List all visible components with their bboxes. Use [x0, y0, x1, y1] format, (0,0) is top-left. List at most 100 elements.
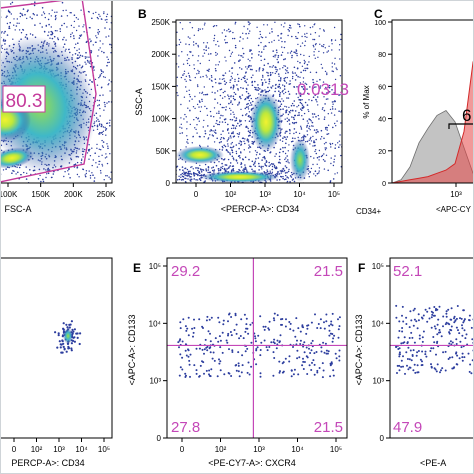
panel-a-event-dot	[101, 145, 104, 147]
panel-a-event-dot	[103, 51, 105, 54]
panel-b-event-dot	[331, 70, 333, 72]
panel-b-event-dot	[300, 205, 302, 207]
panel-e: E 29.2 21.5 27.8 21.5 0 10² 10³ 10⁴ 10⁵ 010³…	[127, 257, 348, 468]
panel-b-event-dot	[254, 165, 256, 168]
panel-b-event-dot	[324, 103, 326, 105]
panel-b-event-dot	[237, 89, 239, 91]
panel-b-event-dot	[242, 87, 244, 90]
panel-b-event-dot	[320, 155, 323, 158]
panel-b-event-dot	[250, 190, 252, 192]
panel-b-event-dot	[284, 91, 287, 94]
panel-a-event-dot	[95, 11, 97, 14]
panel-e-event-dot	[310, 321, 313, 324]
panel-b-event-dot	[277, 170, 279, 173]
panel-b-event-dot	[263, 24, 265, 26]
panel-b-y-tick-label: 50K	[156, 147, 171, 156]
panel-b-event-dot	[247, 92, 250, 95]
panel-d-density-region	[63, 328, 73, 344]
panel-b-event-dot	[196, 103, 199, 106]
panel-d: 0 10² 10³ 10⁴ 10⁵ PERCP-A>: CD34	[0, 257, 113, 468]
panel-e-event-dot	[181, 368, 184, 371]
panel-f-event-dot	[416, 364, 419, 367]
panel-f-event-dot	[465, 333, 468, 336]
panel-a-event-dot	[29, 16, 31, 18]
panel-f-q-upper-left: 52.1	[393, 263, 422, 280]
panel-f-event-dot	[426, 310, 429, 313]
panel-b-event-dot	[318, 50, 320, 53]
panel-b-event-dot	[323, 30, 325, 32]
panel-b-event-dot	[301, 115, 303, 117]
panel-b-event-dot	[249, 145, 251, 148]
panel-e-event-dot	[228, 348, 230, 351]
panel-e-event-dot	[205, 319, 208, 322]
panel-b-event-dot	[227, 158, 230, 161]
panel-b-event-dot	[216, 90, 219, 92]
panel-b-event-dot	[195, 179, 197, 181]
panel-e-event-dot	[262, 325, 265, 328]
panel-b-event-dot	[116, 177, 118, 179]
panel-b-x-tick-label: 10³	[259, 190, 271, 199]
panel-a-event-dot	[81, 158, 83, 160]
panel-e-event-dot	[217, 340, 220, 343]
panel-b-event-dot	[255, 194, 257, 196]
panel-e-event-dot	[302, 360, 305, 363]
panel-b-event-dot	[207, 125, 209, 127]
panel-b-event-dot	[240, 97, 242, 100]
panel-b-event-dot	[227, 28, 230, 31]
panel-b-event-dot	[231, 155, 234, 158]
panel-b-event-dot	[187, 72, 190, 75]
panel-a-event-dot	[101, 165, 104, 167]
panel-b-event-dot	[242, 169, 244, 171]
panel-b-event-dot	[181, 51, 183, 53]
panel-b-event-dot	[291, 77, 294, 80]
panel-a-event-dot	[45, 25, 48, 27]
panel-c-bracket-gate	[448, 123, 474, 129]
panel-f-event-dot	[449, 318, 452, 321]
panel-b-event-dot	[224, 72, 227, 74]
panel-b-event-dot	[239, 157, 241, 159]
panel-e-event-dot	[331, 312, 334, 315]
panel-a-event-dot	[9, 3, 12, 5]
panel-b-event-dot	[283, 77, 286, 80]
panel-b-event-dot	[290, 50, 293, 53]
panel-a-x-tick-label: 200K	[64, 190, 83, 199]
panel-e-event-dot	[310, 369, 313, 371]
panel-f-event-dot	[408, 358, 411, 361]
panel-f-event-dot	[398, 330, 401, 332]
panel-b-event-dot	[224, 96, 226, 98]
panel-b-event-dot	[280, 37, 282, 39]
panel-e-event-dot	[328, 324, 331, 327]
panel-e-event-dot	[263, 328, 266, 331]
panel-f-event-dot	[449, 328, 452, 331]
panel-b-event-dot	[205, 168, 207, 170]
panel-a-event-dot	[82, 26, 84, 28]
panel-b-event-dot	[202, 75, 204, 78]
panel-b-event-dot	[211, 167, 213, 169]
panel-e-event-dot	[193, 318, 195, 321]
panel-b-event-dot	[248, 158, 250, 161]
panel-a-event-dot	[101, 139, 103, 142]
panel-b-event-dot	[258, 169, 260, 171]
panel-b-event-dot	[237, 136, 240, 138]
panel-b-event-dot	[176, 31, 178, 33]
panel-b-event-dot	[319, 85, 322, 87]
panel-b-event-dot	[280, 176, 283, 178]
panel-a-event-dot	[87, 61, 89, 63]
panel-b-event-dot	[133, 175, 135, 177]
panel-b-event-dot	[214, 68, 217, 70]
panel-b-event-dot	[327, 133, 330, 135]
panel-b-event-dot	[231, 165, 234, 168]
panel-a-event-dot	[105, 15, 108, 18]
panel-b-event-dot	[181, 172, 184, 175]
panel-b-event-dot	[186, 62, 189, 65]
panel-b-event-dot	[224, 164, 227, 166]
panel-f-event-dot	[436, 333, 439, 336]
panel-b-event-dot	[238, 77, 240, 80]
panel-e-event-dot	[237, 364, 240, 367]
panel-e-event-dot	[250, 341, 253, 344]
panel-b-event-dot	[228, 95, 230, 98]
panel-e-event-dot	[214, 337, 217, 340]
panel-b-event-dot	[198, 172, 201, 174]
panel-b-event-dot	[214, 131, 216, 133]
panel-b-event-dot	[319, 28, 321, 30]
